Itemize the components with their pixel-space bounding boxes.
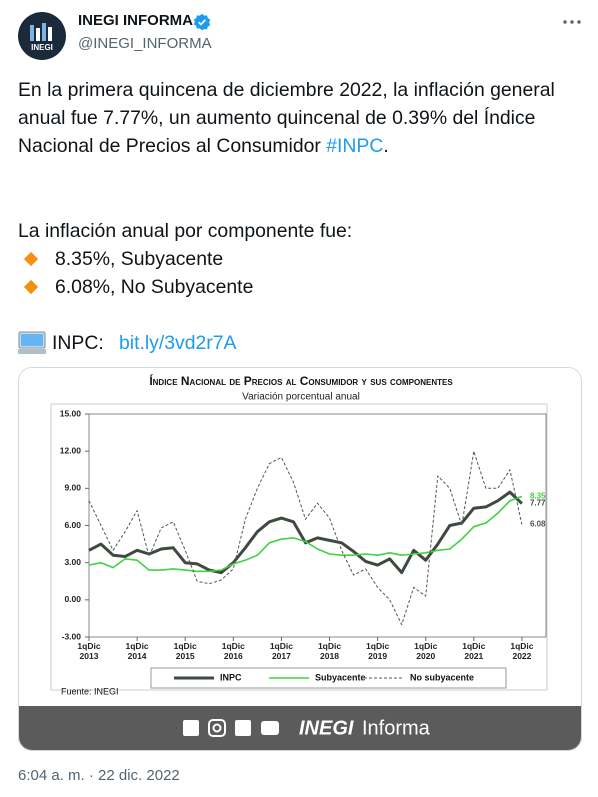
y-tick-label: 15.00 (60, 408, 82, 418)
source: Fuente: INEGI (61, 686, 119, 696)
link[interactable]: bit.ly/3vd2r7A (119, 332, 237, 354)
plot-frame (50, 403, 548, 691)
y-tick-label: -3.00 (62, 631, 82, 641)
chart-image[interactable]: Índice Nacional de Precios al Consumidor… (18, 367, 582, 751)
x-tick-label: 1qDic 2022 (510, 641, 534, 661)
legend-label: Subyacente (315, 672, 366, 682)
bullet-icon (23, 251, 39, 267)
link-label: INPC: (52, 332, 104, 354)
tweet-text: En la primera quincena de diciembre 2022… (18, 76, 583, 160)
y-tick-label: 9.00 (64, 483, 81, 493)
banner (19, 706, 581, 750)
bullet-text: 8.35%, Subyacente (55, 248, 224, 270)
hashtag[interactable]: #INPC (326, 135, 384, 157)
computer-icon (18, 331, 46, 354)
text: En la primera quincena de diciembre 2022… (18, 79, 555, 157)
author-name[interactable]: INEGI INFORMA (78, 12, 193, 29)
svg-text:INEGI: INEGI (31, 43, 53, 52)
chart: Índice Nacional de Precios al Consumidor… (19, 368, 581, 750)
x-tick-label: 1qDic 2016 (221, 641, 245, 661)
text: . (383, 135, 389, 157)
y-tick-label: 3.00 (64, 557, 81, 567)
y-tick-label: 12.00 (60, 445, 82, 455)
series-line (88, 490, 523, 575)
x-tick-label: 1qDic 2017 (269, 641, 293, 661)
chart-subtitle: Variación porcentual anual (242, 392, 360, 403)
x-tick-label: 1qDic 2018 (317, 641, 342, 661)
x-tick-label: 1qDic 2014 (125, 641, 149, 661)
x-tick-label: 1qDic 2013 (77, 641, 101, 661)
x-tick-label: 1qDic 2015 (173, 641, 197, 661)
x-tick-label: 1qDic 2019 (366, 641, 390, 661)
chart-title: Índice Nacional de Precios al Consumidor… (149, 373, 453, 388)
series-line (88, 450, 523, 626)
y-tick-label: 0.00 (64, 594, 81, 604)
brand: INEGI (299, 717, 354, 739)
verified-badge (193, 13, 211, 31)
x-tick-label: 1qDic 2020 (414, 641, 438, 661)
legend-label: INPC (220, 672, 242, 682)
series-line (88, 495, 523, 573)
legend-box (150, 667, 507, 689)
bullet-text: 6.08%, No Subyacente (55, 276, 254, 298)
tweet-text: La inflación anual por componente fue: (18, 220, 353, 242)
bullet-icon (23, 279, 39, 295)
author-handle[interactable]: @INEGI_INFORMA (78, 35, 212, 52)
value-label: 6.08 (530, 520, 546, 529)
legend-label: No subyacente (410, 672, 474, 682)
x-tick-label: 1qDic 2021 (462, 641, 486, 661)
social-icons (183, 719, 279, 737)
value-label: 7.77 (530, 499, 546, 508)
more-menu[interactable] (562, 16, 582, 28)
timestamp[interactable]: 6:04 a. m. · 22 dic. 2022 (18, 767, 180, 784)
value-label: 8.35 (530, 491, 546, 500)
y-tick-label: 6.00 (64, 520, 81, 530)
avatar[interactable]: INEGI (18, 12, 66, 60)
brand: Informa (362, 717, 431, 739)
